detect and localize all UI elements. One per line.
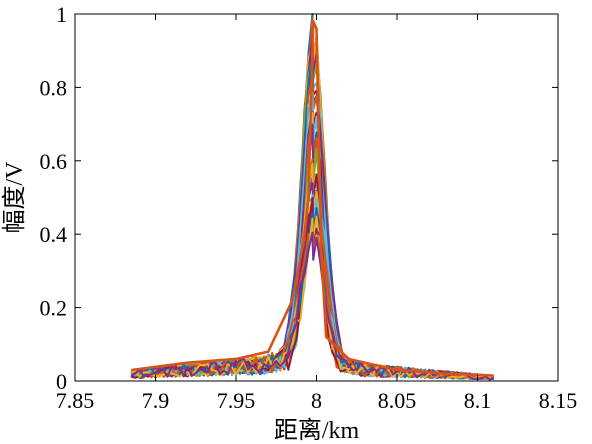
series-layer: [130, 13, 495, 381]
ticks: 7.85 7.9 7.95 8 8.05 8.1 8.15 0 0.2 0.4 0.6 0.8 1: [40, 2, 578, 413]
y-axis-label: 幅度/V: [1, 161, 28, 234]
x-axis-label: 距离/km: [274, 417, 360, 444]
x-tick-label: 8.1: [464, 388, 492, 413]
y-tick-label: 0: [56, 369, 67, 394]
x-tick-label: 8.15: [539, 388, 578, 413]
y-tick-label: 0.6: [40, 149, 68, 174]
x-tick-label: 7.85: [56, 388, 95, 413]
y-tick-label: 0.8: [40, 75, 68, 100]
y-tick-label: 0.4: [40, 222, 68, 247]
series-line-highlight: [131, 20, 494, 377]
series-line-39: [130, 231, 494, 381]
x-tick-label: 8.05: [378, 388, 417, 413]
y-tick-label: 0.2: [40, 296, 68, 321]
x-tick-label: 7.9: [142, 388, 170, 413]
y-tick-label: 1: [56, 2, 67, 27]
x-tick-label: 8: [311, 388, 322, 413]
x-tick-label: 7.95: [217, 388, 256, 413]
